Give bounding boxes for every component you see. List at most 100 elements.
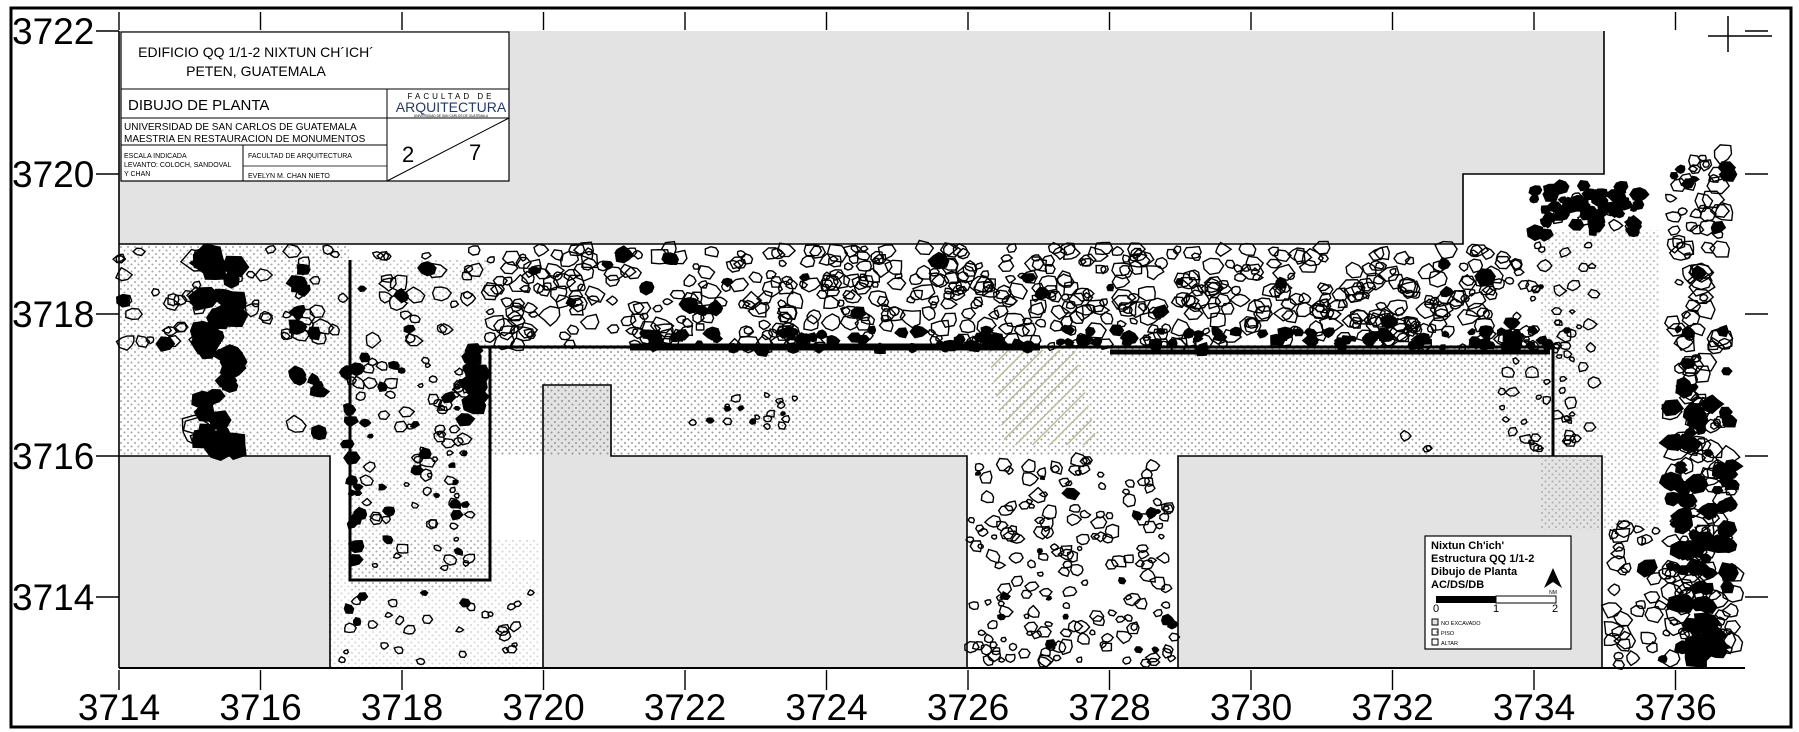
stone-outline [533, 243, 550, 258]
stone-outline [1517, 279, 1530, 290]
scale-bar-filled [1436, 596, 1496, 603]
stone-outline [381, 515, 392, 525]
stone-outline [977, 629, 987, 637]
stone-outline [1275, 283, 1293, 293]
stone-outline [1701, 451, 1715, 463]
stone-filled [1036, 547, 1044, 555]
stone-outline [720, 280, 731, 293]
stone-outline [1298, 259, 1318, 273]
stone-outline [692, 263, 700, 270]
stone-outline [1020, 589, 1033, 599]
stone-outline [631, 249, 644, 260]
stone-outline [859, 273, 868, 282]
stone-outline [1568, 410, 1576, 417]
x-tick-label: 3716 [219, 687, 301, 728]
stone-filled [909, 324, 930, 339]
stone-outline [1057, 566, 1070, 578]
stone-outline [1182, 293, 1200, 308]
stone-filled [343, 603, 355, 614]
stone-filled [1557, 196, 1569, 204]
stone-outline [568, 303, 584, 316]
stone-outline [839, 306, 851, 316]
stone-outline [765, 409, 775, 418]
stone-outline [1124, 479, 1135, 488]
stone-outline [1429, 296, 1440, 307]
stone-outline [1076, 631, 1091, 645]
stone-outline [737, 299, 751, 309]
stone-outline [322, 244, 335, 256]
stone-outline [799, 255, 816, 268]
stone-outline [620, 315, 637, 327]
stone-outline [1429, 300, 1449, 318]
stone-outline [1495, 250, 1512, 264]
stone-outline [1688, 262, 1715, 283]
stone-outline [669, 249, 688, 265]
stone-outline [515, 256, 532, 270]
stone-filled [417, 447, 432, 460]
faculty-logo-sub: UNIVERSIDAD DE SAN CARLOS DE GUATEMALA [414, 114, 489, 118]
north-label: NM [1549, 590, 1557, 596]
stone-outline [1190, 283, 1204, 297]
stone-filled [449, 498, 462, 509]
stone-outline [930, 319, 950, 337]
stone-outline [380, 641, 390, 651]
stone-outline [1661, 559, 1685, 578]
x-tick-label: 3726 [927, 687, 1009, 728]
stone-filled [453, 406, 461, 411]
stone-filled [359, 352, 371, 363]
stone-outline [1050, 460, 1064, 475]
stone-filled [1061, 487, 1081, 501]
stone-outline [494, 625, 510, 637]
stone-outline [1603, 632, 1623, 647]
stone-outline [1537, 246, 1546, 254]
sheet-total: 7 [469, 140, 481, 165]
stone-outline [1645, 641, 1658, 654]
stone-outline [355, 391, 366, 402]
stone-outline [1233, 264, 1244, 273]
stone-outline [1267, 246, 1279, 257]
stone-outline [145, 336, 155, 345]
stone-outline [1092, 614, 1106, 627]
x-tick-label: 3734 [1493, 687, 1575, 728]
stone-outline [112, 255, 127, 264]
stone-outline [1155, 551, 1170, 564]
stone-outline [389, 274, 408, 292]
survey-line-1: LEVANTO: COLOCH, SANDOVAL [124, 162, 231, 169]
stone-outline [842, 288, 863, 304]
stone-outline [1119, 264, 1131, 277]
stone-outline [1625, 216, 1642, 230]
stone-outline [1116, 302, 1129, 313]
stone-filled [974, 470, 982, 476]
stone-outline [1121, 254, 1132, 263]
stone-outline [921, 306, 936, 322]
stone-outline [776, 400, 786, 410]
stone-outline [404, 333, 424, 347]
stone-outline [1350, 281, 1366, 295]
stone-outline [424, 362, 432, 369]
stone-filled [1090, 337, 1103, 347]
stone-outline [997, 600, 1006, 607]
stone-outline [405, 286, 426, 304]
stone-outline [350, 595, 362, 606]
stone-outline [1031, 630, 1043, 640]
stone-rubble [112, 144, 1745, 671]
stone-outline [1007, 282, 1029, 300]
stone-outline [523, 258, 542, 279]
scale-1: 1 [1493, 603, 1499, 615]
stone-outline [998, 656, 1006, 663]
stone-outline [1701, 190, 1726, 209]
stone-outline [308, 275, 321, 285]
stone-outline [1023, 621, 1039, 633]
stone-outline [930, 273, 950, 289]
stone-outline [501, 250, 522, 267]
stone-outline [1653, 599, 1669, 610]
stone-outline [1389, 268, 1397, 276]
stone-outline [1048, 290, 1063, 303]
y-tick-label: 3722 [12, 11, 94, 52]
stone-outline [741, 299, 757, 311]
stone-outline [393, 420, 409, 433]
stone-outline [436, 405, 449, 415]
legend-item-piso: PISO [1441, 631, 1455, 637]
stone-outline [821, 279, 834, 288]
stone-outline [1121, 488, 1131, 496]
